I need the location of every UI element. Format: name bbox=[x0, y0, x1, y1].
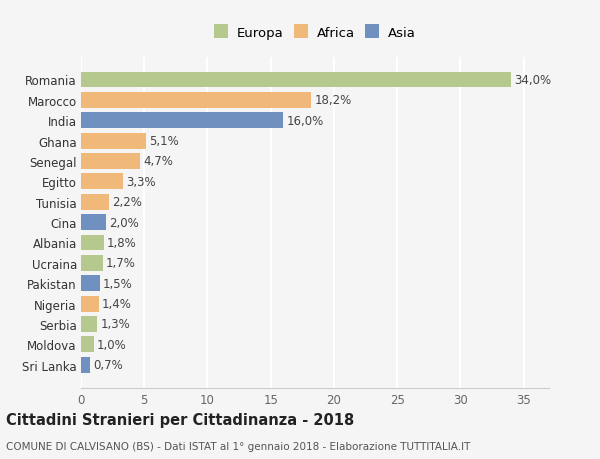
Text: 2,0%: 2,0% bbox=[109, 216, 139, 229]
Text: 2,2%: 2,2% bbox=[112, 196, 142, 209]
Bar bbox=[81, 93, 311, 109]
Bar bbox=[81, 336, 94, 353]
Text: 3,3%: 3,3% bbox=[126, 175, 155, 189]
Text: 16,0%: 16,0% bbox=[287, 114, 324, 128]
Bar bbox=[81, 194, 109, 210]
Text: 0,7%: 0,7% bbox=[93, 358, 123, 371]
Text: 1,7%: 1,7% bbox=[106, 257, 136, 270]
Text: 5,1%: 5,1% bbox=[149, 135, 178, 148]
Text: 34,0%: 34,0% bbox=[514, 74, 551, 87]
Text: Cittadini Stranieri per Cittadinanza - 2018: Cittadini Stranieri per Cittadinanza - 2… bbox=[6, 413, 354, 428]
Text: 1,3%: 1,3% bbox=[101, 318, 130, 331]
Bar bbox=[81, 134, 146, 149]
Text: 4,7%: 4,7% bbox=[143, 155, 173, 168]
Text: 1,5%: 1,5% bbox=[103, 277, 133, 290]
Text: 18,2%: 18,2% bbox=[314, 94, 352, 107]
Bar bbox=[81, 357, 90, 373]
Bar bbox=[81, 276, 100, 291]
Bar bbox=[81, 296, 99, 312]
Bar bbox=[81, 174, 123, 190]
Bar bbox=[81, 255, 103, 271]
Text: COMUNE DI CALVISANO (BS) - Dati ISTAT al 1° gennaio 2018 - Elaborazione TUTTITAL: COMUNE DI CALVISANO (BS) - Dati ISTAT al… bbox=[6, 441, 470, 451]
Bar bbox=[81, 215, 106, 230]
Text: 1,0%: 1,0% bbox=[97, 338, 127, 351]
Legend: Europa, Africa, Asia: Europa, Africa, Asia bbox=[212, 24, 418, 43]
Bar bbox=[81, 316, 97, 332]
Text: 1,4%: 1,4% bbox=[102, 297, 132, 310]
Bar bbox=[81, 113, 283, 129]
Bar bbox=[81, 73, 511, 88]
Bar bbox=[81, 235, 104, 251]
Bar bbox=[81, 154, 140, 169]
Text: 1,8%: 1,8% bbox=[107, 236, 137, 249]
